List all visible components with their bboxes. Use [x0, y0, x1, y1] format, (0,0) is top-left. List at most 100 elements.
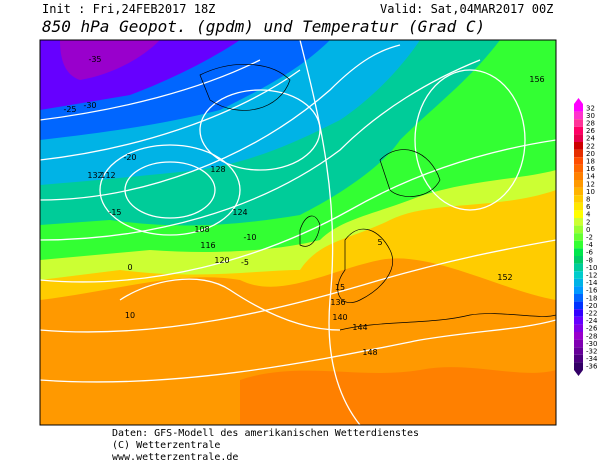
legend-swatch	[574, 324, 583, 332]
legend-swatch	[574, 104, 583, 112]
contour-label: 0	[127, 263, 132, 272]
legend-label: -26	[586, 325, 598, 333]
legend-label: 0	[586, 226, 590, 234]
legend-label: 32	[586, 104, 595, 112]
contour-label: 116	[200, 241, 215, 250]
contour-label: -5	[241, 258, 249, 267]
legend-swatch	[574, 202, 583, 211]
legend-swatch	[574, 195, 583, 203]
legend-swatch	[574, 172, 583, 180]
contour-label: 144	[352, 323, 367, 332]
legend-swatch	[574, 278, 583, 287]
contour-label: 124	[232, 208, 247, 217]
contour-label: -15	[108, 208, 121, 217]
legend-label: 26	[586, 127, 595, 135]
legend-label: 8	[586, 196, 590, 204]
legend-label: -4	[586, 241, 594, 249]
legend-arrow	[574, 98, 583, 104]
legend-swatch	[574, 180, 583, 188]
legend-swatch	[574, 164, 583, 173]
legend-label: 20	[586, 150, 595, 158]
legend-label: 12	[586, 180, 595, 188]
legend-label: -22	[586, 310, 597, 318]
legend-swatch	[574, 210, 583, 218]
legend-swatch	[574, 309, 583, 317]
footer-line: Daten: GFS-Modell des amerikanischen Wet…	[112, 428, 420, 439]
legend-swatch	[574, 339, 583, 348]
legend-label: -8	[586, 256, 593, 264]
legend-swatch	[574, 248, 583, 256]
legend-swatch	[574, 263, 583, 272]
footer-line: (C) Wetterzentrale	[112, 440, 221, 451]
contour-label: -30	[83, 101, 96, 110]
legend-swatch	[574, 256, 583, 264]
legend-label: -18	[586, 294, 597, 302]
legend-swatch	[574, 187, 583, 196]
legend-swatch	[574, 294, 583, 302]
legend-swatch	[574, 149, 583, 158]
contours	[40, 40, 556, 425]
legend-label: -16	[586, 287, 598, 295]
legend-swatch	[574, 271, 583, 279]
map-frame	[39, 39, 557, 426]
valid-time: Valid: Sat,04MAR2017 00Z	[380, 2, 554, 16]
legend-swatch	[574, 316, 583, 325]
contour-label: 152	[497, 273, 512, 282]
legend-swatch	[574, 225, 583, 234]
legend-swatch	[574, 362, 583, 370]
contour-label: 132	[87, 171, 102, 180]
legend-swatch	[574, 286, 583, 294]
legend-label: 22	[586, 142, 595, 150]
contour-label: 15	[335, 283, 345, 292]
legend-label: -6	[586, 249, 594, 257]
legend-swatch	[574, 332, 583, 340]
contour-label: -10	[243, 233, 256, 242]
contour-label: 112	[100, 171, 115, 180]
legend-label: -36	[586, 363, 598, 371]
legend-label: -12	[586, 272, 597, 280]
legend-swatch	[574, 119, 583, 127]
legend-swatch	[574, 134, 583, 142]
legend-swatch	[574, 126, 583, 135]
legend-swatch	[574, 233, 583, 241]
legend-swatch	[574, 301, 583, 310]
legend-label: 2	[586, 218, 590, 226]
legend-label: 10	[586, 188, 595, 196]
contour-label: -20	[123, 153, 136, 162]
legend-swatch	[574, 111, 583, 120]
legend-arrow	[574, 370, 583, 376]
legend-label: 28	[586, 120, 595, 128]
map-title: 850 hPa Geopot. (gpdm) und Temperatur (G…	[42, 17, 486, 36]
contour-label: 5	[377, 238, 382, 247]
legend-swatch	[574, 157, 583, 165]
init-time: Init : Fri,24FEB2017 18Z	[42, 2, 216, 16]
legend-label: -24	[586, 317, 598, 325]
legend-label: 30	[586, 112, 595, 120]
contour-label: 128	[210, 165, 225, 174]
contour-label: 148	[362, 348, 377, 357]
legend-swatch	[574, 347, 583, 355]
legend-label: 14	[586, 173, 595, 181]
contour-label: 10	[125, 311, 135, 320]
temperature-field	[40, 40, 556, 425]
legend-label: -2	[586, 234, 593, 242]
footer-line: www.wetterzentrale.de	[112, 452, 239, 463]
legend-label: 24	[586, 135, 595, 143]
contour-label: 140	[332, 313, 347, 322]
legend-label: -34	[586, 355, 598, 363]
legend-label: -10	[586, 264, 597, 272]
legend-label: -30	[586, 340, 597, 348]
contour-label: 120	[214, 256, 229, 265]
contour-label: -25	[63, 105, 76, 114]
legend-label: -20	[586, 302, 597, 310]
legend-label: -32	[586, 348, 597, 356]
legend-label: 6	[586, 203, 591, 211]
legend-label: -14	[586, 279, 598, 287]
legend-label: -28	[586, 332, 597, 340]
contour-label: -35	[88, 55, 101, 64]
contour-label: 156	[529, 75, 544, 84]
legend-label: 4	[586, 211, 591, 219]
coastlines	[199, 63, 556, 331]
